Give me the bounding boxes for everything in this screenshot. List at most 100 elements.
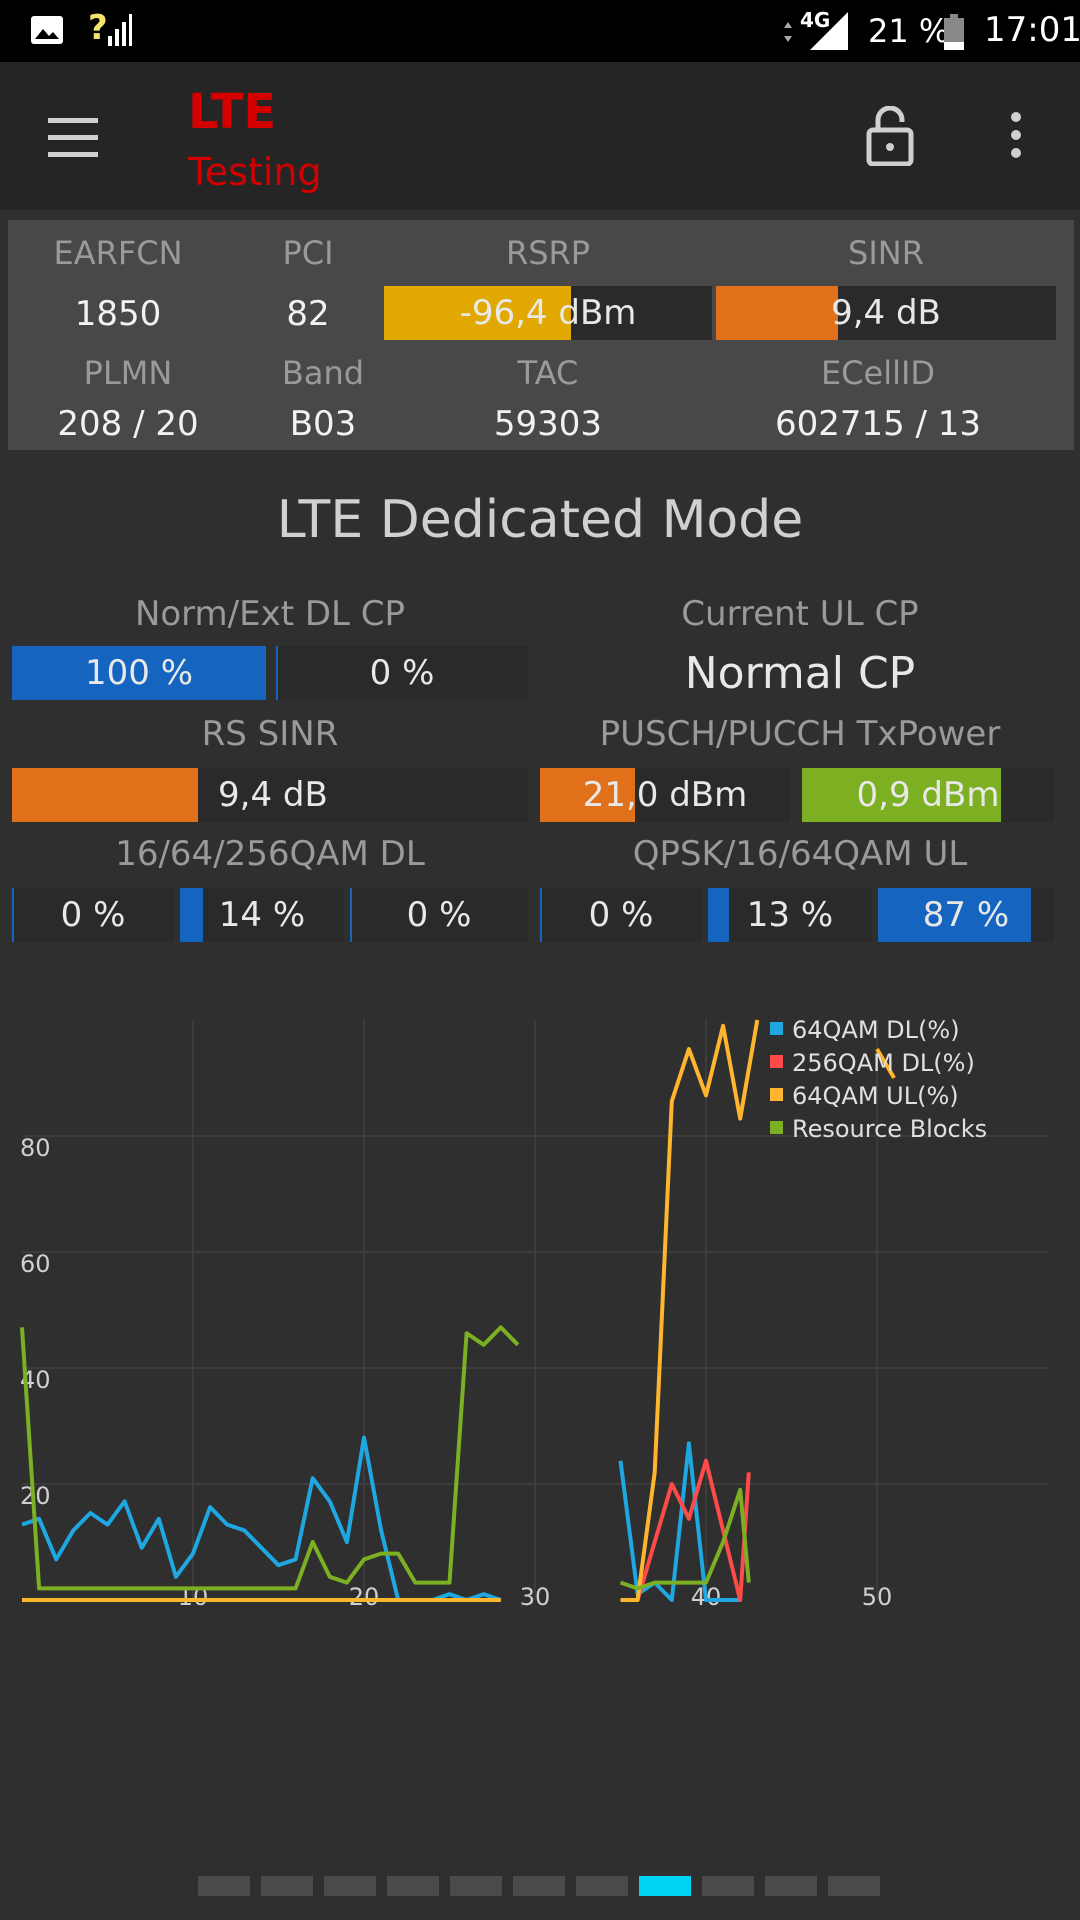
section-title: LTE Dedicated Mode — [276, 490, 804, 550]
status-bar: ? 4G 21 % 17:01 — [0, 0, 1080, 62]
series-line-1 — [620, 1458, 751, 1602]
legend-label-2: 64QAM UL(%) — [792, 1082, 959, 1110]
qam16-dl-value: 0 % — [60, 895, 126, 935]
pusch-power-value: 21,0 dBm — [582, 775, 748, 815]
qam64-dl-value: 14 % — [218, 895, 306, 935]
tac-label: TAC — [517, 354, 579, 392]
qpsk-ul-marker — [540, 888, 542, 942]
gallery-notification-icon — [31, 16, 63, 44]
qam-dl-label: 16/64/256QAM DL — [115, 834, 425, 874]
qam16-dl-marker — [12, 888, 14, 942]
x-tick-label: 20 — [349, 1583, 380, 1611]
qam16-dl-bar: 0 % — [12, 888, 174, 942]
sinr-bar: 9,4 dB — [716, 286, 1056, 340]
qam256-dl-bar: 0 % — [350, 888, 528, 942]
page-dot[interactable] — [261, 1876, 313, 1896]
rsrp-bar: -96,4 dBm — [384, 286, 712, 340]
dl-cp-normal-value: 100 % — [84, 653, 193, 693]
ul-cp-label: Current UL CP — [681, 594, 919, 634]
battery-icon — [944, 14, 964, 50]
ul-cp-value: Normal CP — [684, 648, 916, 699]
qpsk-ul-bar: 0 % — [540, 888, 702, 942]
network-type-label: 4G — [800, 8, 831, 32]
plmn-label: PLMN — [83, 354, 173, 392]
legend-label-1: 256QAM DL(%) — [792, 1049, 975, 1077]
x-tick-label: 50 — [862, 1583, 893, 1611]
pusch-power-bar: 21,0 dBm — [540, 768, 790, 822]
legend-label-3: Resource Blocks — [792, 1115, 987, 1143]
rsrp-bar-fill — [384, 286, 571, 340]
rs-sinr-fill — [12, 768, 198, 822]
signal-bars-icon — [108, 14, 132, 46]
cell-info-panel: EARFCN 1850 PCI 82 RSRP -96,4 dBm SINR 9… — [8, 220, 1074, 450]
rsrp-value: -96,4 dBm — [459, 293, 637, 333]
battery-percent: 21 % — [868, 12, 950, 50]
qam64-dl-fill — [180, 888, 203, 942]
clock: 17:01 — [984, 10, 1080, 50]
dl-cp-normal-fill — [12, 646, 266, 700]
band-label: Band — [281, 354, 365, 392]
page-dot[interactable] — [324, 1876, 376, 1896]
qam16-ul-fill — [708, 888, 730, 942]
menu-icon[interactable] — [48, 118, 98, 157]
lock-open-icon[interactable] — [866, 106, 914, 166]
page-dot[interactable] — [513, 1876, 565, 1896]
qam-ul-label: QPSK/16/64QAM UL — [632, 834, 968, 874]
page-dot[interactable] — [576, 1876, 628, 1896]
pci-value: 82 — [286, 294, 330, 334]
txpower-label: PUSCH/PUCCH TxPower — [599, 714, 1001, 754]
dl-cp-ext-marker — [276, 646, 278, 700]
pucch-power-value: 0,9 dBm — [856, 775, 1000, 815]
plmn-value: 208 / 20 — [57, 404, 199, 444]
app-bar: LTE Testing — [0, 62, 1080, 210]
page-dot[interactable] — [702, 1876, 754, 1896]
qam64-ul-value: 87 % — [922, 895, 1010, 935]
mobile-data-signal-icon — [784, 12, 848, 50]
page-dot[interactable] — [765, 1876, 817, 1896]
page-dot[interactable] — [198, 1876, 250, 1896]
qam64-ul-bar: 87 % — [878, 888, 1054, 942]
dl-cp-label: Norm/Ext DL CP — [134, 594, 406, 634]
qpsk-ul-value: 0 % — [588, 895, 654, 935]
signal-unknown-icon: ? — [88, 8, 108, 48]
dl-cp-ext-bar: 0 % — [276, 646, 528, 700]
band-value: B03 — [289, 404, 357, 444]
more-vert-icon[interactable] — [1006, 112, 1026, 162]
qam256-dl-value: 0 % — [406, 895, 472, 935]
sinr-bar-fill — [716, 286, 839, 340]
legend-swatch-1 — [770, 1055, 783, 1068]
earfcn-label: EARFCN — [53, 234, 183, 272]
y-tick-label: 60 — [20, 1250, 51, 1278]
pusch-power-fill — [540, 768, 635, 822]
earfcn-value: 1850 — [74, 294, 162, 334]
pucch-power-fill — [802, 768, 1002, 822]
page-dot[interactable] — [639, 1876, 691, 1896]
dl-cp-ext-value: 0 % — [369, 653, 435, 693]
page-indicator — [198, 1876, 891, 1896]
page-dot[interactable] — [387, 1876, 439, 1896]
series-line-3 — [20, 1325, 520, 1591]
page-dot[interactable] — [450, 1876, 502, 1896]
dl-cp-normal-bar: 100 % — [12, 646, 266, 700]
x-tick-label: 30 — [520, 1583, 551, 1611]
rs-sinr-label: RS SINR — [201, 714, 339, 754]
qam64-ul-fill — [878, 888, 1032, 942]
ecellid-label: ECellID — [820, 354, 936, 392]
app-subtitle: Testing — [188, 150, 322, 194]
series-line-0 — [21, 1435, 502, 1602]
pci-label: PCI — [282, 234, 334, 272]
series-line-2 — [620, 1019, 760, 1602]
legend-swatch-3 — [770, 1121, 783, 1134]
page-dot[interactable] — [828, 1876, 880, 1896]
legend-swatch-0 — [770, 1022, 783, 1035]
series-line-2 — [875, 1047, 896, 1080]
qam256-dl-marker — [350, 888, 352, 942]
legend-swatch-2 — [770, 1088, 783, 1101]
rs-sinr-bar: 9,4 dB — [12, 768, 528, 822]
rs-sinr-value: 9,4 dB — [218, 775, 328, 815]
pucch-power-bar: 0,9 dBm — [802, 768, 1054, 822]
qam16-ul-bar: 13 % — [708, 888, 872, 942]
qam64-dl-bar: 14 % — [180, 888, 344, 942]
qam-history-chart: 10 20 30 40 50 20 40 60 80 64QAM DL(%) 256QAM DL(%… — [0, 1000, 1080, 1640]
